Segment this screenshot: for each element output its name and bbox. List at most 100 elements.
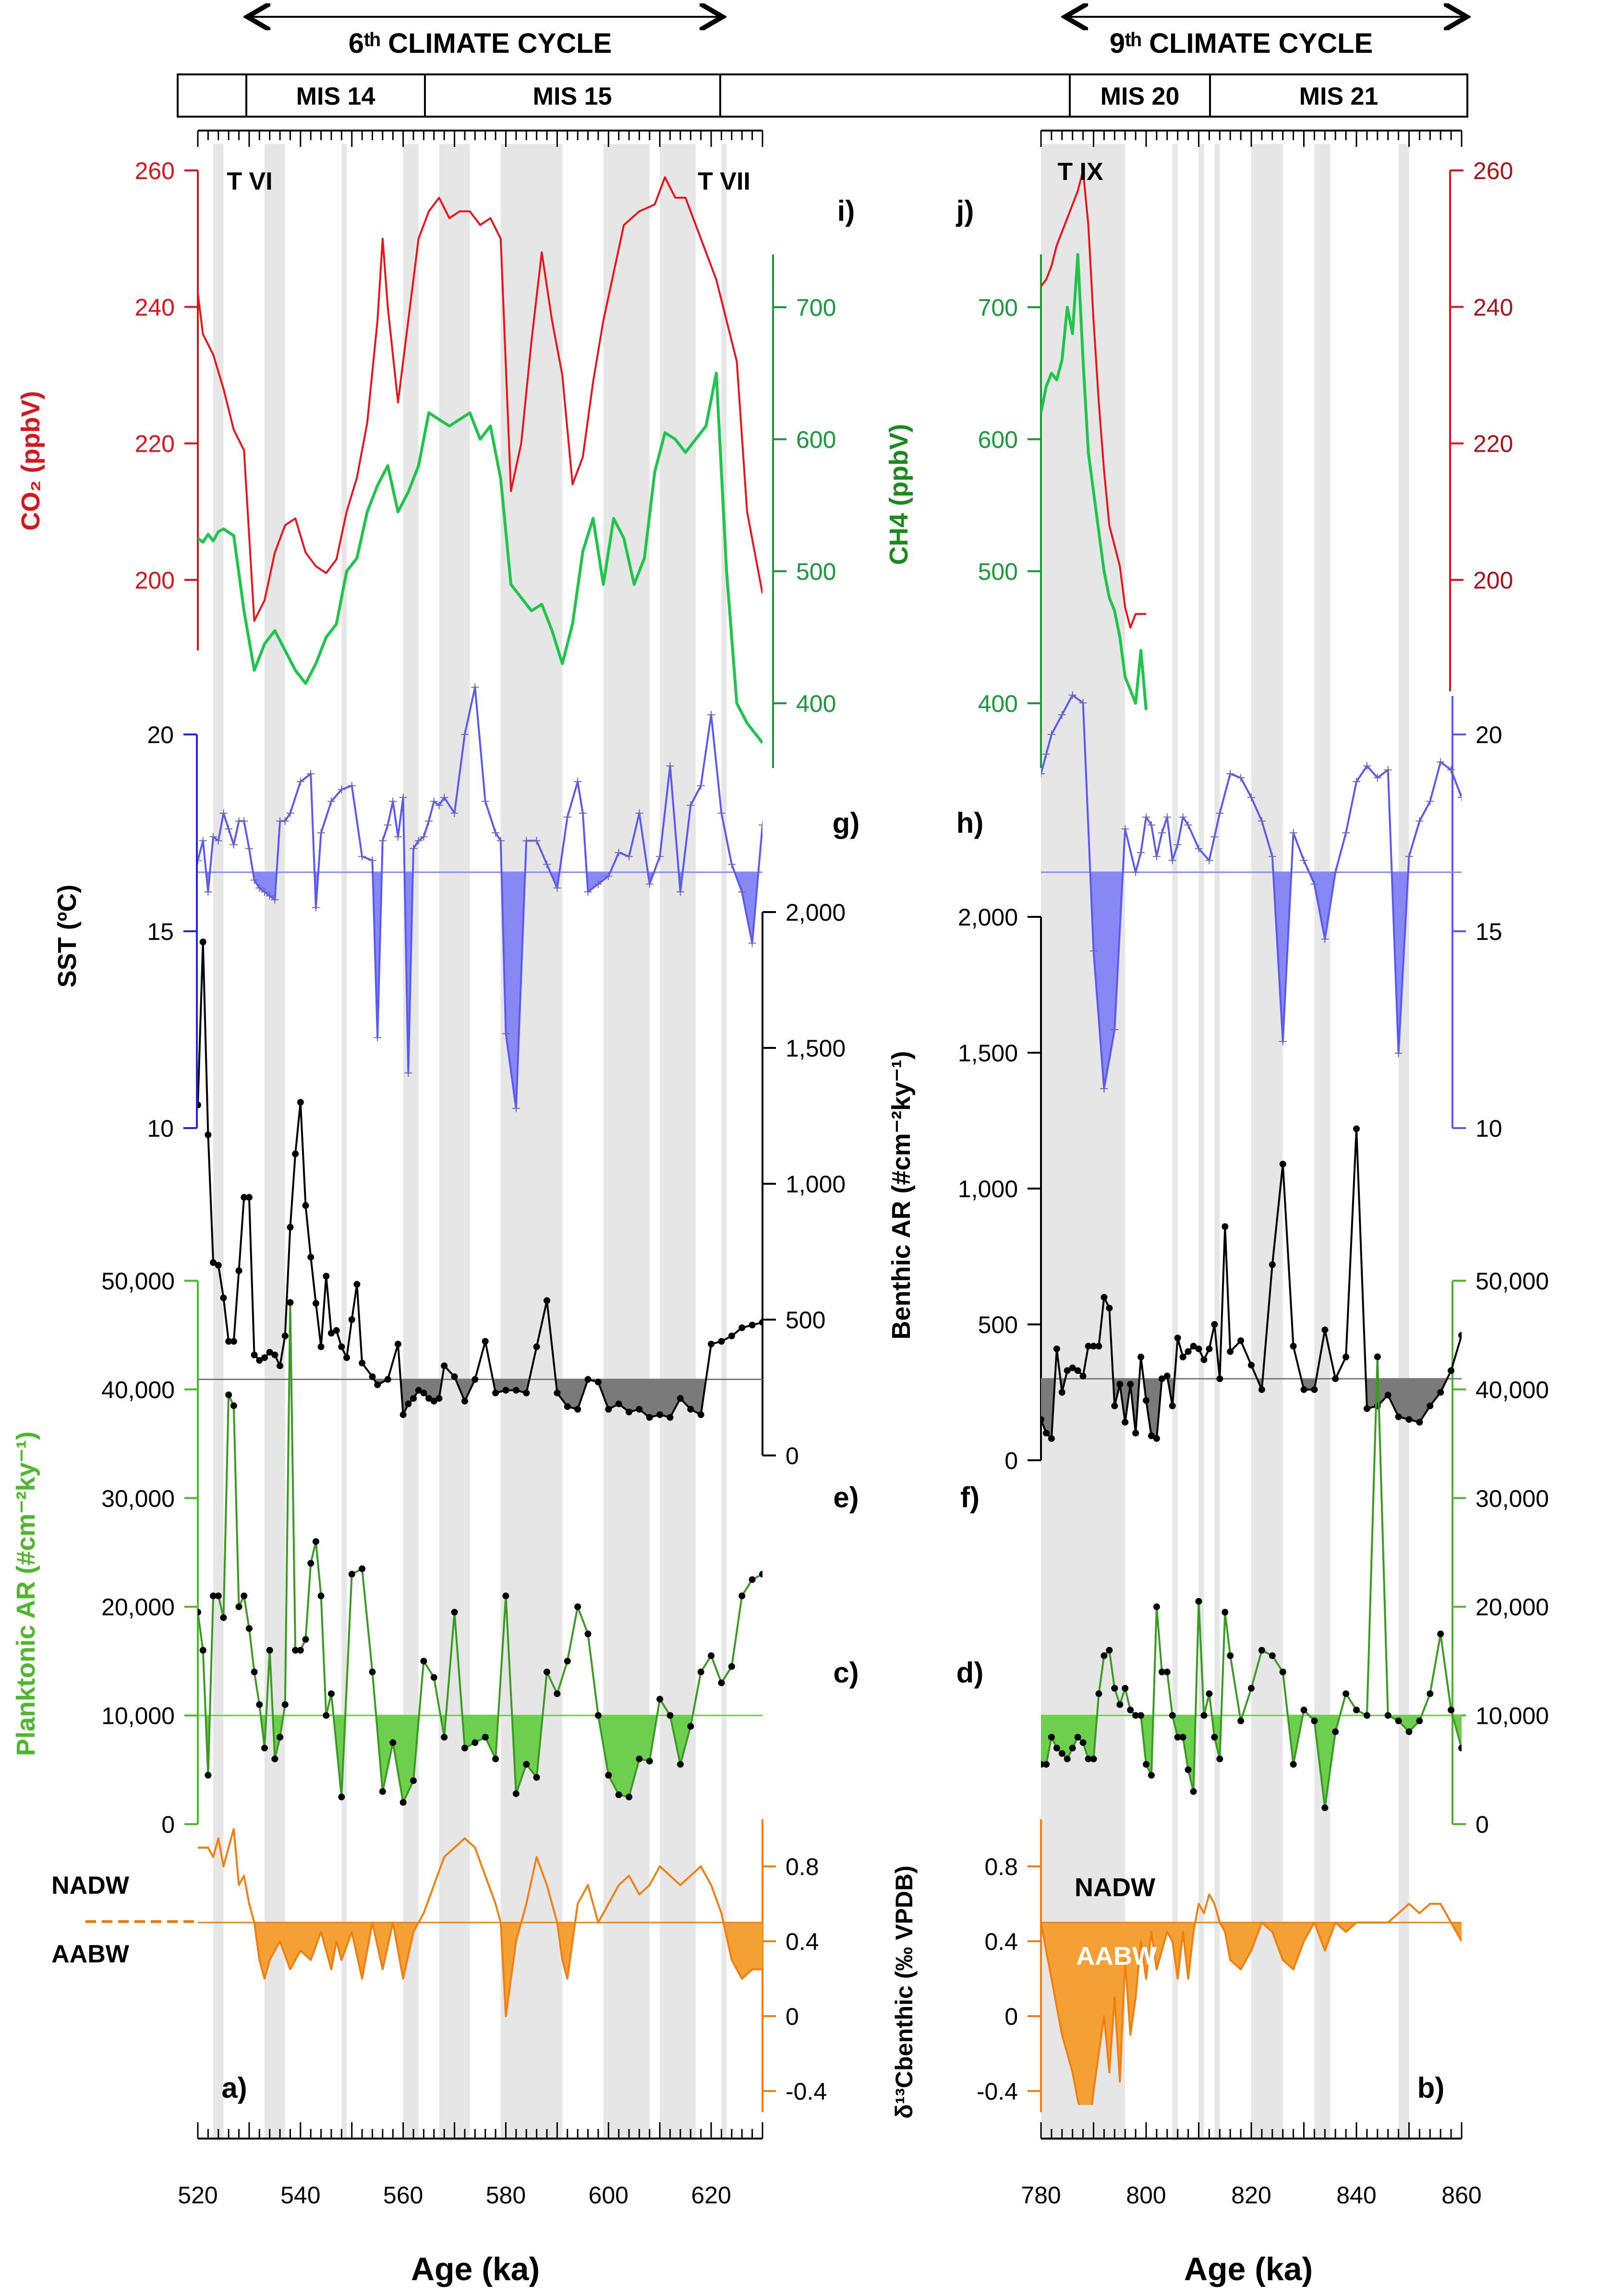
benthic-ar-data-point bbox=[1069, 1364, 1076, 1371]
benthic-ar-data-point bbox=[297, 1099, 304, 1106]
planktonic-ar-data-point bbox=[626, 1793, 633, 1801]
planktonic-ar-data-point bbox=[230, 1402, 237, 1409]
planktonic-ar-data-point bbox=[1127, 1707, 1134, 1714]
panel-label-d: d) bbox=[956, 1657, 984, 1689]
sst-data-point bbox=[1384, 766, 1392, 774]
sst-data-point bbox=[1289, 829, 1297, 837]
d13c-benthic-series-line bbox=[1041, 1893, 1462, 2105]
ch4-axis-title: CH4 (ppbV) bbox=[884, 424, 913, 565]
panel-label-b: b) bbox=[1417, 2072, 1445, 2104]
benthic-ar-data-point bbox=[430, 1397, 437, 1405]
benthic-ar-data-point bbox=[441, 1362, 448, 1370]
age-tick-label: 820 bbox=[1231, 2182, 1271, 2209]
sst-data-point bbox=[430, 797, 438, 805]
sst-data-point bbox=[1168, 856, 1176, 865]
benthic-ar-data-point bbox=[1248, 1361, 1255, 1369]
planktonic-ar-data-point bbox=[1290, 1761, 1297, 1768]
sst-data-point bbox=[645, 880, 653, 888]
d13c-benthic-below-threshold-fill bbox=[1041, 1923, 1462, 2105]
benthic-ar-data-point bbox=[1222, 1223, 1229, 1230]
value-tick-label: 10 bbox=[147, 1115, 174, 1142]
planktonic-ar-data-point bbox=[1405, 1728, 1413, 1735]
value-tick-label: 20 bbox=[147, 721, 174, 748]
age-tick-label: 560 bbox=[383, 2182, 423, 2209]
sst-data-point bbox=[394, 833, 402, 841]
planktonic-ar-data-point bbox=[492, 1755, 499, 1763]
benthic-ar-data-point bbox=[554, 1389, 561, 1396]
benthic-ar-data-point bbox=[1116, 1381, 1124, 1388]
value-tick-label: 1,000 bbox=[786, 1171, 846, 1198]
benthic-ar-data-point bbox=[1343, 1353, 1350, 1360]
planktonic-ar-data-point bbox=[1163, 1669, 1171, 1676]
sst-data-point bbox=[1237, 774, 1245, 782]
cycle-6-label: 6ᵗʰ CLIMATE CYCLE bbox=[349, 28, 612, 59]
sst-data-point bbox=[296, 778, 304, 786]
planktonic-ar-data-point bbox=[1158, 1669, 1165, 1676]
sst-data-point bbox=[1300, 856, 1308, 865]
planktonic-ar-data-point bbox=[1085, 1755, 1092, 1763]
benthic-ar-data-point bbox=[1137, 1353, 1145, 1360]
planktonic-ar-data-point bbox=[1384, 1712, 1391, 1719]
benthic-ar-data-point bbox=[225, 1338, 232, 1345]
value-tick-label: 500 bbox=[796, 558, 836, 585]
planktonic-ar-data-point bbox=[1048, 1733, 1055, 1741]
mis-14-label: MIS 14 bbox=[296, 83, 375, 110]
sst-data-point bbox=[1226, 770, 1234, 778]
planktonic-ar-data-point bbox=[1090, 1755, 1097, 1763]
benthic-ar-data-point bbox=[436, 1395, 443, 1402]
sst-data-point bbox=[727, 860, 736, 868]
annotations: T VI T VII T IX i) j) g) h) e) f) c) d) … bbox=[51, 158, 1444, 2104]
benthic-ar-data-point bbox=[1074, 1367, 1081, 1374]
planktonic-ar-data-point bbox=[205, 1772, 212, 1779]
value-tick-label: 20,000 bbox=[101, 1594, 175, 1621]
benthic-ar-data-point bbox=[1227, 1348, 1234, 1355]
planktonic-ar-data-point bbox=[636, 1755, 643, 1763]
planktonic-ar-data-point bbox=[646, 1757, 653, 1765]
age-tick-label: 580 bbox=[486, 2182, 526, 2209]
benthic-ar-data-point bbox=[759, 1319, 762, 1326]
sst-data-point bbox=[502, 1030, 510, 1038]
sst-data-point bbox=[1426, 797, 1434, 805]
planktonic-ar-data-point bbox=[1174, 1733, 1181, 1741]
sst-data-point bbox=[1247, 793, 1255, 802]
planktonic-ar-data-point bbox=[256, 1701, 263, 1708]
sst-data-point bbox=[532, 837, 541, 845]
planktonic-ar-data-point bbox=[441, 1733, 448, 1741]
benthic-ar-data-point bbox=[666, 1414, 674, 1421]
value-tick-label: 20,000 bbox=[1476, 1594, 1549, 1621]
d13c-axis-title: δ¹³Cbenthic (‰ VPDB) bbox=[891, 1865, 918, 2119]
nadw-label-left: NADW bbox=[51, 1872, 130, 1899]
value-tick-label: 0 bbox=[1004, 2003, 1018, 2030]
glacial-band bbox=[1172, 144, 1178, 2141]
sst-data-point bbox=[625, 853, 633, 861]
planktonic-ar-data-point bbox=[210, 1592, 217, 1599]
benthic-ar-data-point bbox=[230, 1338, 237, 1345]
benthic-ar-data-point bbox=[323, 1273, 330, 1280]
sst-data-point bbox=[1268, 853, 1276, 861]
planktonic-ar-data-point bbox=[1053, 1744, 1060, 1752]
planktonic-ar-data-point bbox=[1216, 1755, 1223, 1763]
benthic-ar-data-point bbox=[1090, 1343, 1097, 1350]
value-tick-label: 0 bbox=[786, 2003, 799, 2030]
planktonic-ar-data-point bbox=[1069, 1744, 1076, 1752]
benthic-ar-data-point bbox=[1132, 1430, 1139, 1437]
benthic-ar-data-point bbox=[605, 1406, 612, 1413]
sst-data-point bbox=[605, 872, 613, 880]
glacial-band bbox=[1251, 144, 1283, 2141]
planktonic-ar-data-point bbox=[564, 1658, 571, 1665]
planktonic-ar-data-point bbox=[1200, 1712, 1208, 1719]
sst-data-point bbox=[1142, 813, 1150, 821]
benthic-ar-data-point bbox=[1148, 1432, 1155, 1440]
benthic-ar-data-point bbox=[1279, 1161, 1286, 1168]
benthic-ar-data-point bbox=[210, 1259, 217, 1266]
sst-data-point bbox=[1447, 766, 1455, 774]
planktonic-ar-data-point bbox=[420, 1658, 427, 1665]
glacial-band bbox=[439, 144, 470, 2141]
planktonic-ar-data-point bbox=[697, 1669, 704, 1676]
planktonic-ar-data-point bbox=[1095, 1690, 1102, 1697]
ch4-series-line bbox=[1041, 253, 1148, 710]
sst-data-point bbox=[594, 880, 602, 888]
value-tick-label: 700 bbox=[978, 294, 1018, 321]
planktonic-ar-data-point bbox=[1237, 1717, 1245, 1724]
